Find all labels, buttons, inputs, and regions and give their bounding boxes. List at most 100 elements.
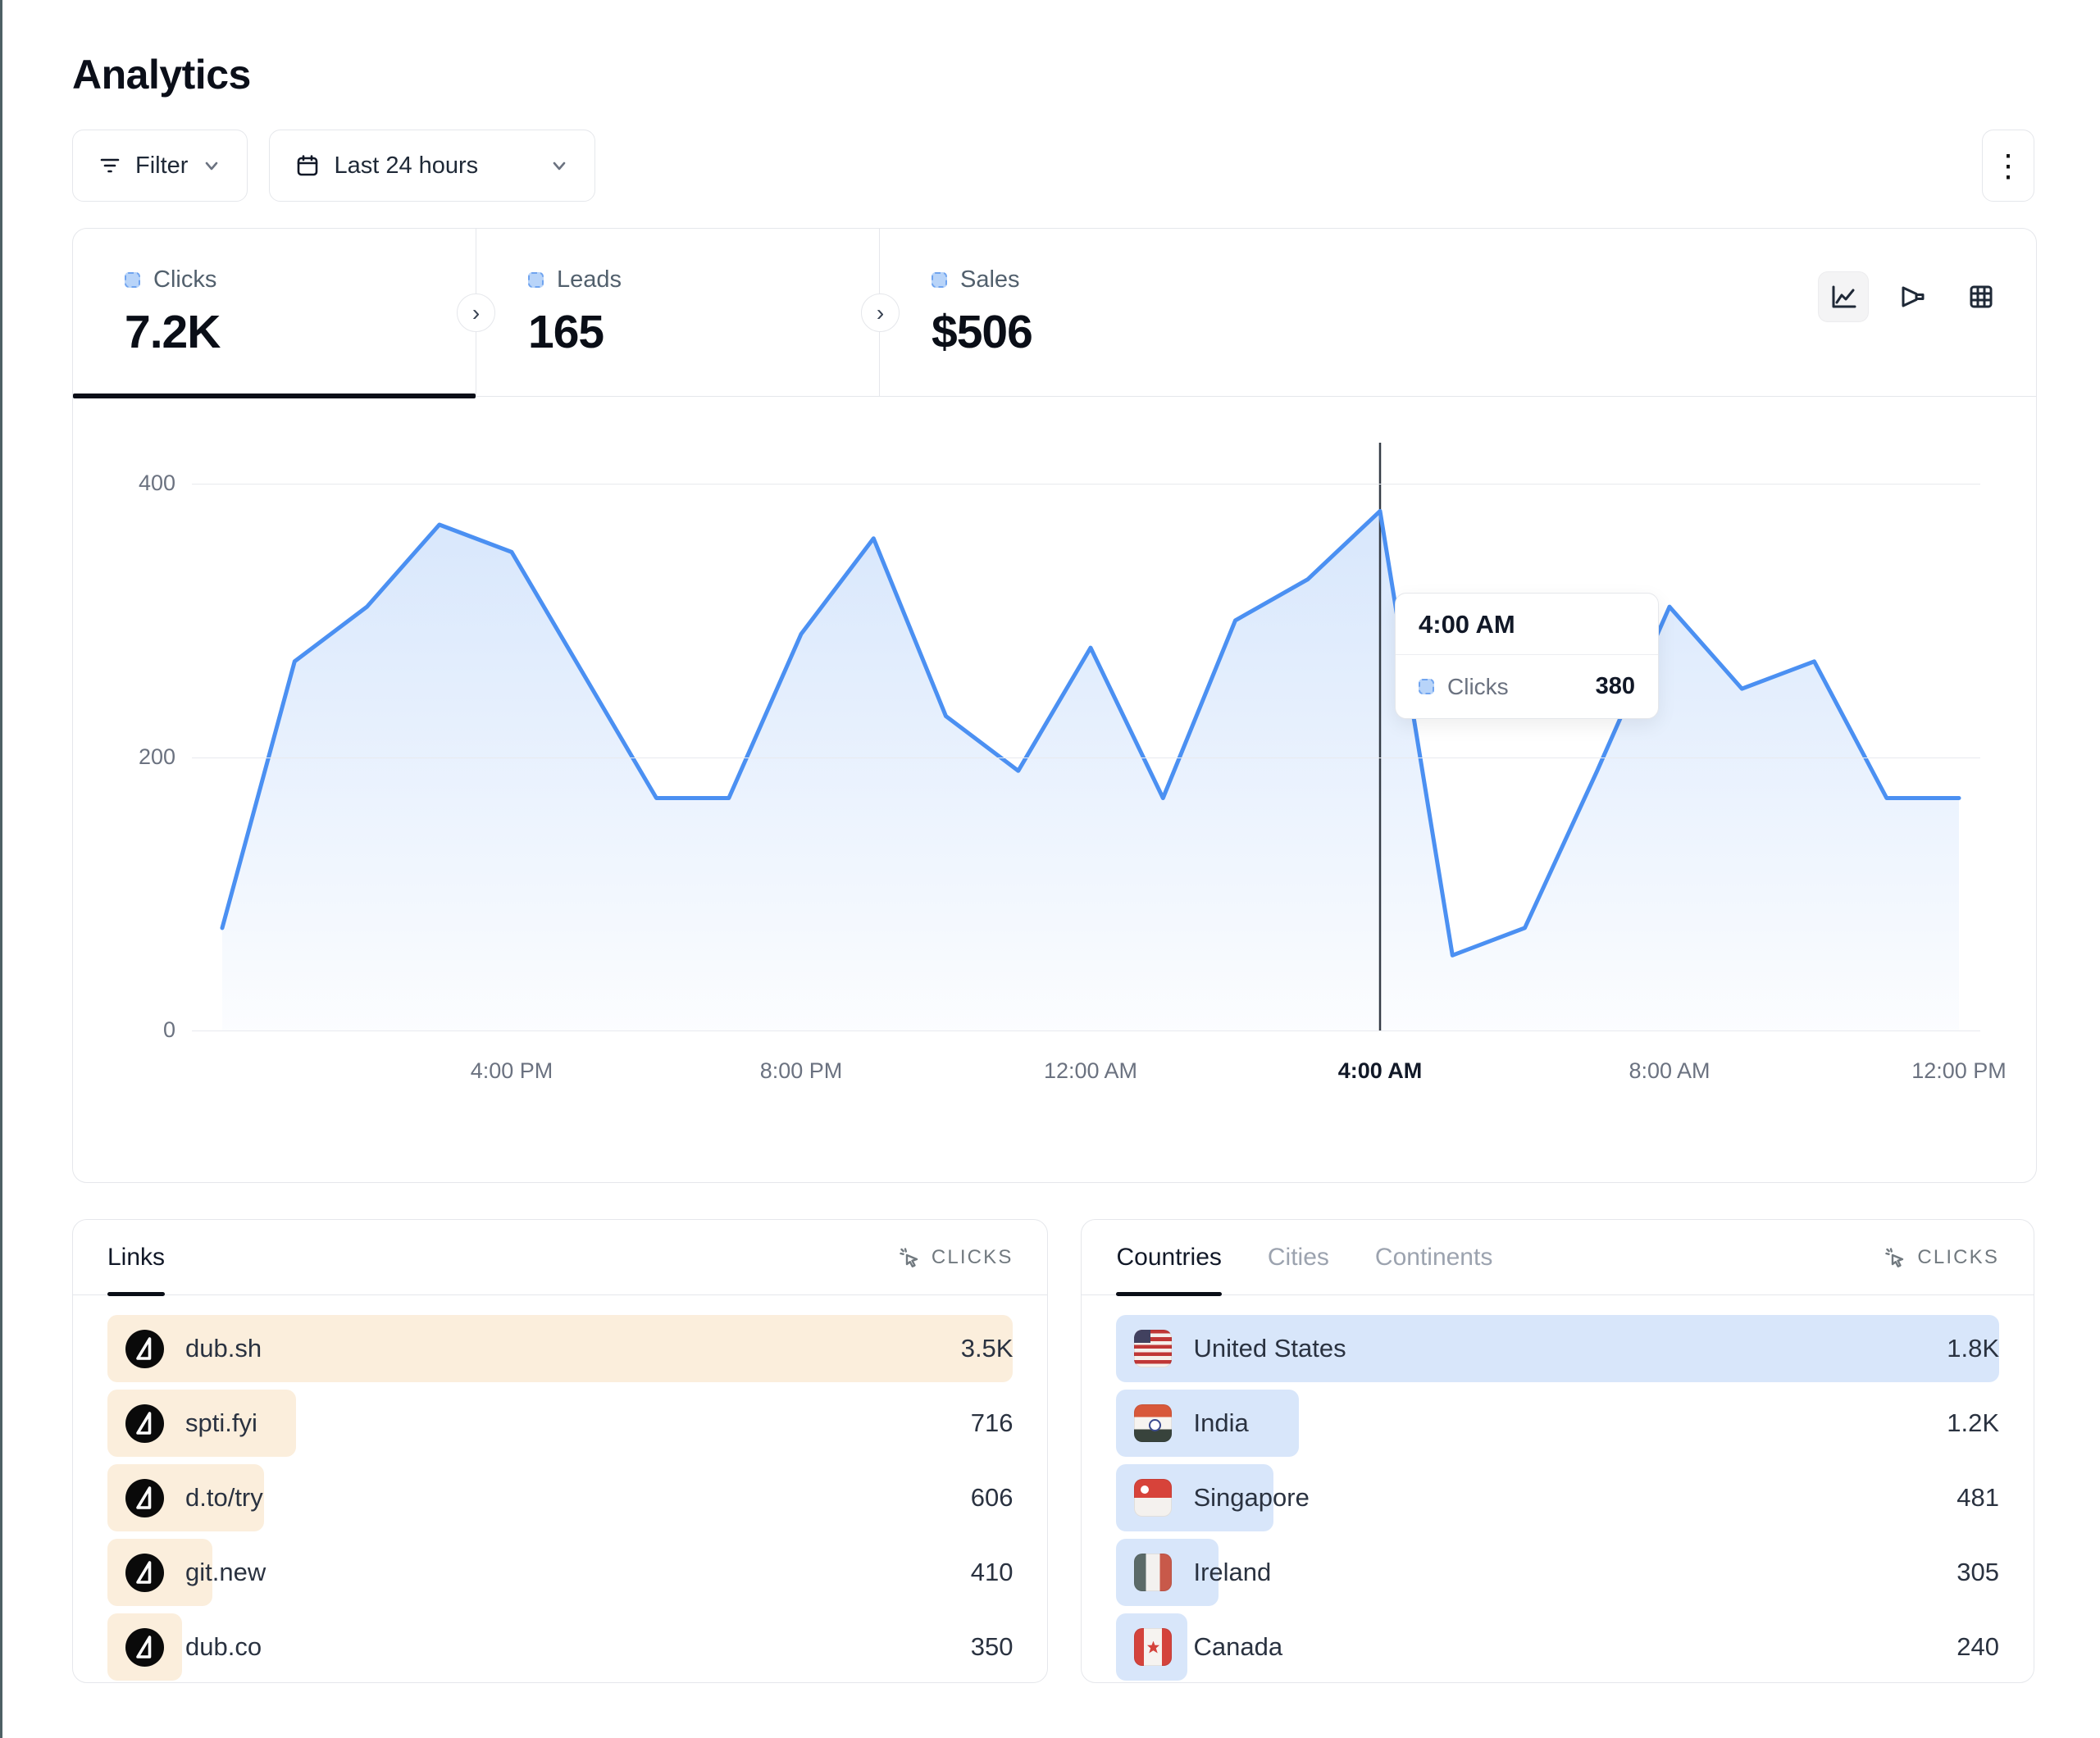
country-row-united-states[interactable]: United States 1.8K (1116, 1315, 1999, 1382)
in-flag-icon (1134, 1404, 1173, 1442)
link-row-dub-sh[interactable]: dub.sh 3.5K (107, 1315, 1014, 1382)
tab-links[interactable]: Links (107, 1220, 166, 1296)
dub-logo-icon (125, 1627, 164, 1667)
date-range-button[interactable]: Last 24 hours (269, 130, 596, 202)
page-title: Analytics (72, 52, 251, 98)
dub-logo-icon (125, 1478, 164, 1517)
filter-button-label: Filter (135, 152, 189, 179)
funnel-view-button[interactable] (1887, 271, 1938, 322)
link-row-git-new[interactable]: git.new 410 (107, 1539, 1013, 1606)
tab-sales[interactable]: Sales $506 (880, 229, 1290, 396)
links-tab-label: Links (107, 1243, 166, 1271)
chevron-right-icon: › (876, 299, 885, 325)
toolbar: Filter Last 24 hours (72, 130, 2034, 202)
value-bar (1116, 1315, 1999, 1382)
chart-tooltip: 4:00 AM Clicks 380 (1395, 593, 1659, 719)
funnel-icon (1897, 281, 1928, 312)
leads-tab-value: 165 (528, 306, 604, 358)
us-flag-icon (1134, 1330, 1173, 1367)
link-row-dub-co[interactable]: dub.co 350 (107, 1613, 1013, 1681)
link-row-spti-fyi[interactable]: spti.fyi 716 (107, 1390, 1013, 1457)
x-axis-label-1200am: 12:00 AM (1043, 1058, 1138, 1083)
line-chart-view-button[interactable] (1818, 271, 1869, 322)
x-axis: 4:00 PM 8:00 PM 12:00 AM 4:00 AM 8:00 AM 12:0… (192, 1058, 2007, 1108)
links-panel: Links CLICKS dub.sh 3.5K spti.fyi 716 d.to/t… (72, 1219, 1049, 1683)
filter-button[interactable]: Filter (72, 130, 248, 202)
gridline-400 (192, 484, 1980, 485)
y-axis-label-200: 200 (138, 744, 175, 769)
country-row-singapore[interactable]: Singapore 481 (1116, 1464, 1999, 1531)
continents-tab-label: Continents (1374, 1243, 1493, 1271)
row-label: dub.sh (185, 1334, 262, 1363)
geo-metric-selector[interactable]: CLICKS (1883, 1245, 1999, 1270)
sg-flag-icon (1134, 1479, 1173, 1517)
clicks-tab-value: 7.2K (125, 306, 221, 358)
row-label: Canada (1193, 1632, 1283, 1661)
row-value: 606 (970, 1483, 1014, 1512)
row-value: 1.8K (1947, 1334, 1999, 1363)
leads-legend-icon (528, 272, 544, 288)
country-row-ireland[interactable]: Ireland 305 (1116, 1539, 1999, 1606)
row-label: spti.fyi (185, 1408, 257, 1437)
row-label: d.to/try (185, 1483, 263, 1512)
links-metric-selector[interactable]: CLICKS (897, 1245, 1014, 1270)
row-label: Singapore (1193, 1483, 1310, 1512)
tooltip-series-value: 380 (1595, 673, 1635, 699)
tab-clicks[interactable]: Clicks 7.2K (73, 229, 476, 398)
line-chart-icon (1828, 281, 1859, 312)
tab-countries[interactable]: Countries (1116, 1220, 1223, 1296)
chevron-down-icon (201, 155, 222, 176)
tab-continents[interactable]: Continents (1375, 1220, 1492, 1295)
tooltip-time: 4:00 AM (1396, 594, 1658, 655)
date-range-label: Last 24 hours (334, 152, 479, 179)
y-axis-label-400: 400 (138, 471, 175, 495)
clicks-area-chart (220, 443, 1961, 1031)
leads-tab-label: Leads (557, 266, 622, 293)
row-value: 481 (1957, 1483, 1999, 1512)
sales-legend-icon (932, 272, 947, 288)
tooltip-series-label: Clicks (1447, 673, 1509, 699)
clicks-chart: 4:00 AM Clicks 380 400 200 0 4:00 PM 8:00 P… (73, 397, 2036, 1182)
country-row-canada[interactable]: Canada 240 (1116, 1613, 1999, 1681)
cursor-click-icon (897, 1245, 922, 1270)
dub-logo-icon (125, 1329, 164, 1368)
ca-flag-icon (1134, 1628, 1173, 1666)
x-axis-label-400am: 4:00 AM (1337, 1058, 1423, 1083)
value-bar (107, 1315, 1014, 1382)
table-view-button[interactable] (1956, 271, 2007, 322)
row-value: 240 (1957, 1632, 1999, 1661)
chevron-right-icon: › (471, 299, 481, 325)
row-value: 1.2K (1947, 1408, 1999, 1437)
x-axis-label-800pm: 8:00 PM (759, 1058, 843, 1083)
kebab-icon: ⋮ (1993, 148, 2024, 184)
x-axis-label-800am: 8:00 AM (1629, 1058, 1711, 1083)
links-panel-header: Links CLICKS (73, 1220, 1048, 1296)
row-label: India (1193, 1408, 1249, 1437)
x-axis-label-1200pm: 12:00 PM (1911, 1058, 2007, 1083)
tooltip-clicks-legend-icon (1419, 679, 1434, 694)
row-value: 3.5K (960, 1334, 1014, 1363)
x-axis-label-400pm: 4:00 PM (470, 1058, 553, 1083)
dub-logo-icon (125, 1553, 164, 1592)
countries-list: United States 1.8K India 1.2K Singapore 481 Ir… (1082, 1295, 2034, 1681)
tab-leads[interactable]: Leads 165 (476, 229, 880, 396)
geo-metric-label: CLICKS (1917, 1245, 1999, 1268)
ie-flag-icon (1134, 1554, 1173, 1591)
row-value: 716 (970, 1408, 1014, 1437)
calendar-icon (294, 152, 321, 179)
expand-leads-chevron-button[interactable]: › (861, 293, 900, 332)
geo-panel-header: Countries Cities Continents (1082, 1220, 2034, 1296)
chevron-down-icon (549, 155, 570, 176)
chart-plot-area[interactable]: 4:00 AM Clicks 380 400 200 0 (139, 443, 1980, 1042)
link-row-d-to-try[interactable]: d.to/try 606 (107, 1464, 1013, 1531)
expand-clicks-chevron-button[interactable]: › (457, 293, 495, 332)
y-axis-label-0: 0 (162, 1017, 175, 1042)
stats-tabs: Clicks 7.2K Leads 165 Sales $506 › (73, 229, 2036, 398)
more-options-button[interactable]: ⋮ (1982, 130, 2034, 202)
tab-cities[interactable]: Cities (1268, 1220, 1329, 1295)
country-row-india[interactable]: India 1.2K (1116, 1390, 1999, 1457)
cursor-click-icon (1883, 1245, 1907, 1270)
geo-panel: Countries Cities Continents (1081, 1219, 2034, 1683)
dub-logo-icon (125, 1404, 164, 1443)
